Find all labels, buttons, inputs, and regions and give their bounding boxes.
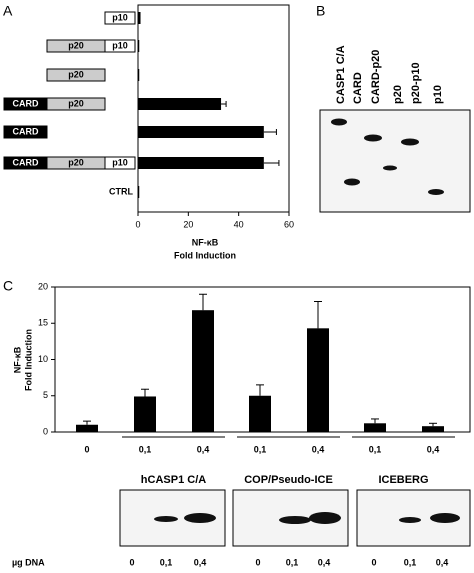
lane-label: 0	[255, 557, 260, 567]
y-tick-label: 20	[38, 281, 48, 291]
lane-label: p20	[392, 85, 404, 104]
x-tick-label: 0	[135, 219, 140, 229]
x-tick-label: 0,4	[427, 444, 440, 454]
construct-label: p20	[68, 40, 84, 50]
y-tick-label: 15	[38, 318, 48, 328]
y-axis-label: Fold Induction	[23, 329, 33, 391]
bar	[364, 423, 386, 432]
construct-label: p10	[112, 157, 128, 167]
x-tick-label: 60	[284, 219, 294, 229]
panel-letter: A	[3, 3, 13, 19]
lane-label: CARD-p20	[370, 50, 382, 104]
construct-domain	[46, 68, 106, 82]
bar	[138, 12, 141, 24]
band	[184, 513, 216, 523]
construct-label: CTRL	[109, 186, 133, 196]
x-tick-label: 0,1	[139, 444, 152, 454]
construct-domain	[3, 125, 48, 139]
x-axis-label: NF-κB	[192, 237, 219, 247]
group-label: hCASP1 C/A	[141, 474, 206, 486]
lane-label: 0,4	[318, 557, 331, 567]
y-tick-label: 0	[43, 426, 48, 436]
bar	[76, 424, 98, 432]
lane-label: 0,1	[286, 557, 299, 567]
panel-letter: C	[3, 278, 13, 294]
bar	[134, 396, 156, 432]
group-label: ICEBERG	[378, 474, 428, 486]
bar	[422, 426, 444, 432]
panel-letter: B	[316, 3, 325, 19]
bar	[192, 310, 214, 432]
band	[399, 517, 421, 523]
bar	[138, 98, 222, 110]
band	[401, 138, 419, 146]
bar	[138, 40, 140, 52]
x-tick-label: 40	[234, 219, 244, 229]
lane-label: CARD	[352, 72, 364, 104]
band	[331, 118, 347, 126]
x-tick-label: 0,4	[197, 444, 210, 454]
y-tick-label: 5	[43, 390, 48, 400]
x-tick-label: 0,1	[369, 444, 382, 454]
lane-label: 0	[371, 557, 376, 567]
lane-label: 0,4	[436, 557, 449, 567]
bands	[331, 118, 444, 195]
bar	[138, 126, 264, 138]
x-tick-label: 0,4	[312, 444, 325, 454]
construct-domain	[46, 97, 106, 111]
bar	[138, 186, 140, 198]
construct-domain	[104, 156, 136, 170]
band	[428, 189, 444, 195]
construct-label: CARD	[13, 126, 39, 136]
construct-domain	[104, 11, 136, 25]
bar	[249, 395, 271, 432]
lane-label: 0,1	[404, 557, 417, 567]
band	[279, 516, 311, 524]
band	[154, 516, 178, 522]
band	[383, 165, 397, 171]
y-tick-label: 10	[38, 354, 48, 364]
x-tick-label: 0	[84, 444, 89, 454]
band	[364, 134, 382, 142]
band	[430, 513, 460, 523]
construct-label: p20	[68, 157, 84, 167]
x-tick-label: 0,1	[254, 444, 267, 454]
lane-label: 0,4	[194, 557, 207, 567]
lane-label: 0	[129, 557, 134, 567]
y-axis-label: NF-κB	[12, 346, 22, 373]
lane-label: p10	[432, 85, 444, 104]
construct-label: p10	[112, 12, 128, 22]
band	[344, 178, 360, 186]
bar	[138, 157, 264, 169]
construct-label: p20	[68, 98, 84, 108]
construct-domain	[104, 39, 136, 53]
lane-label: 0,1	[160, 557, 173, 567]
x-tick-label: 20	[183, 219, 193, 229]
lane-label: CASP1 C/A	[335, 45, 347, 104]
blot	[319, 109, 471, 213]
band	[309, 512, 341, 524]
group-label: COP/Pseudo-ICE	[244, 474, 333, 486]
construct-label: p10	[112, 40, 128, 50]
blot-unit: µg DNA	[12, 557, 45, 567]
bands	[154, 512, 460, 524]
bar	[307, 328, 329, 432]
x-axis-label: Fold Induction	[174, 250, 236, 260]
construct-label: CARD	[13, 98, 39, 108]
bar	[138, 69, 140, 81]
construct-label: CARD	[13, 157, 39, 167]
construct-label: p20	[68, 69, 84, 79]
lane-label: p20-p10	[410, 62, 422, 104]
